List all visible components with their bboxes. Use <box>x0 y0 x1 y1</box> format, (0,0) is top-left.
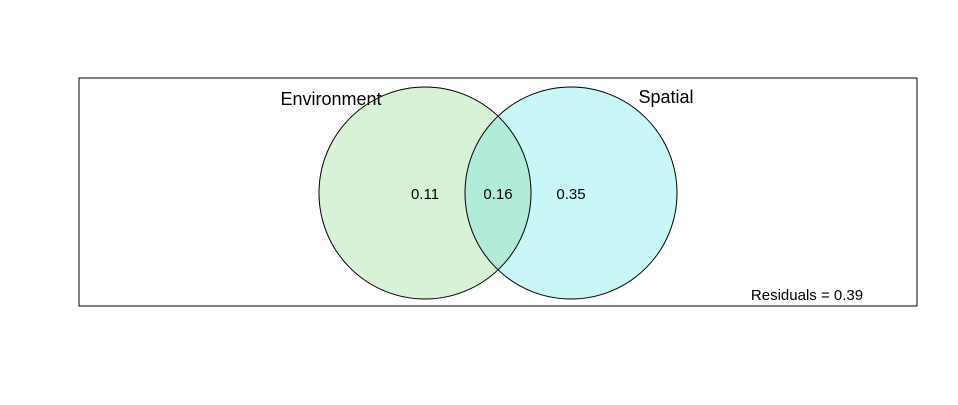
environment-label: Environment <box>280 89 381 109</box>
environment-circle-outline <box>318 86 532 300</box>
spatial-circle <box>465 87 677 299</box>
shared-value: 0.16 <box>483 186 512 203</box>
environment-only-value: 0.11 <box>411 186 439 203</box>
spatial-label: Spatial <box>638 87 693 107</box>
environment-circle <box>319 87 531 299</box>
spatial-only-value: 0.35 <box>556 186 585 203</box>
residuals-label: Residuals = 0.39 <box>751 287 863 304</box>
spatial-circle-outline <box>464 86 678 300</box>
plot-frame <box>78 77 918 307</box>
